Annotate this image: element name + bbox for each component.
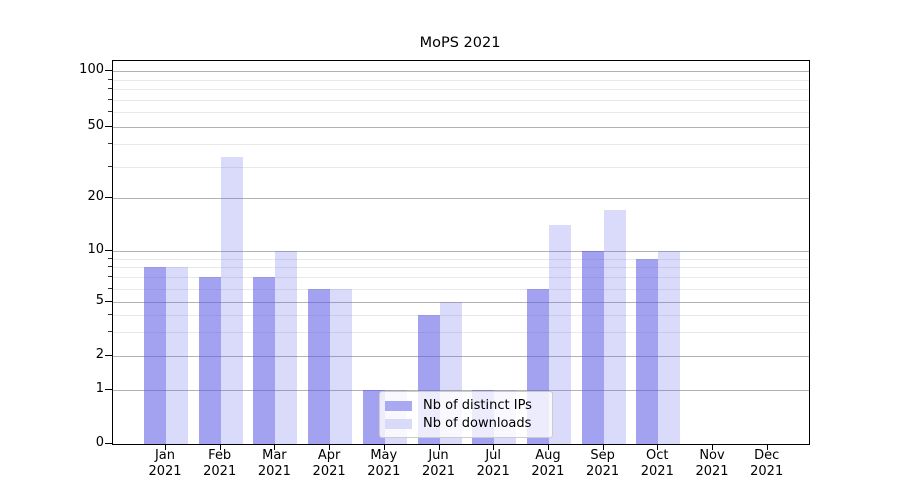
y-minor-tick-mark (108, 287, 112, 289)
legend-swatch-downloads (385, 418, 412, 429)
x-tick-mark (274, 444, 276, 450)
legend-label-distinct-ips: Nb of distinct IPs (423, 397, 532, 413)
y-minor-tick-mark (108, 314, 112, 316)
legend: Nb of distinct IPs Nb of downloads (379, 391, 553, 438)
chart-title: MoPS 2021 (419, 35, 501, 51)
bar-feb-downloads (220, 156, 243, 444)
y-tick-mark (105, 389, 112, 390)
x-tick-label: Jun 2021 (421, 448, 456, 479)
legend-item-downloads: Nb of downloads (385, 415, 546, 432)
gridline-minor (113, 166, 809, 168)
bar-mar-downloads (275, 251, 298, 444)
bar-apr-downloads (330, 288, 353, 444)
y-tick-label: 2 (95, 347, 104, 362)
gridline-major (113, 71, 809, 72)
gridline-major (113, 302, 809, 303)
legend-label-downloads: Nb of downloads (423, 415, 532, 431)
y-minor-tick-mark (108, 143, 112, 145)
gridline-major (113, 198, 809, 199)
y-tick-mark (105, 355, 112, 356)
x-tick-label: Jan 2021 (148, 448, 182, 479)
y-tick-label: 0 (95, 435, 104, 450)
legend-swatch-distinct-ips (385, 400, 412, 411)
x-tick-label: May 2021 (367, 448, 401, 479)
gridline-major (113, 356, 809, 357)
y-tick-label: 50 (87, 118, 104, 133)
gridline-major (113, 127, 809, 128)
bar-sep-downloads (603, 210, 626, 444)
y-tick-label: 1 (95, 381, 104, 396)
y-minor-tick-mark (108, 276, 112, 278)
x-tick-label: Nov 2021 (695, 448, 729, 479)
x-tick-mark (438, 444, 440, 450)
gridline-minor (113, 315, 809, 317)
gridline-minor (113, 277, 809, 279)
bar-feb-distinct-ips (198, 277, 221, 444)
x-tick-label: Aug 2021 (531, 448, 565, 479)
x-tick-label: Dec 2021 (750, 448, 784, 479)
y-tick-mark (105, 197, 112, 198)
gridline-minor (113, 89, 809, 91)
y-minor-tick-mark (108, 88, 112, 90)
y-tick-label: 5 (95, 293, 104, 308)
y-tick-mark (105, 126, 112, 127)
gridline-major (113, 251, 809, 252)
bar-oct-distinct-ips (636, 258, 659, 444)
gridline-minor (113, 288, 809, 290)
x-tick-label: Mar 2021 (257, 448, 291, 479)
y-minor-tick-mark (108, 78, 112, 80)
x-tick-label: Feb 2021 (203, 448, 237, 479)
x-tick-mark (766, 444, 768, 450)
gridline-minor (113, 112, 809, 114)
y-minor-tick-mark (108, 111, 112, 113)
y-tick-mark (105, 301, 112, 302)
bar-apr-distinct-ips (308, 288, 331, 444)
bar-jan-distinct-ips (144, 267, 166, 444)
gridline-minor (113, 267, 809, 269)
y-minor-tick-mark (108, 331, 112, 333)
y-tick-mark (105, 443, 112, 444)
y-minor-tick-mark (108, 98, 112, 100)
y-tick-mark (105, 250, 112, 251)
x-tick-mark (547, 444, 549, 450)
y-tick-label: 100 (79, 62, 104, 77)
x-tick-mark (712, 444, 713, 450)
gridline-major (113, 390, 809, 391)
x-tick-mark (165, 444, 166, 450)
gridline-minor (113, 79, 809, 81)
y-tick-mark (105, 70, 112, 71)
x-tick-mark (493, 444, 495, 450)
y-minor-tick-mark (108, 266, 112, 268)
gridline-minor (113, 332, 809, 334)
x-tick-label: Jul 2021 (476, 448, 510, 479)
y-minor-tick-mark (108, 165, 112, 167)
x-tick-label: Oct 2021 (640, 448, 674, 479)
bar-sep-distinct-ips (581, 251, 604, 444)
bar-oct-downloads (658, 251, 681, 444)
gridline-minor (113, 258, 809, 260)
bar-mar-distinct-ips (253, 277, 276, 444)
y-tick-label: 10 (87, 242, 104, 257)
x-tick-mark (219, 444, 221, 450)
bar-aug-downloads (548, 225, 571, 444)
plot-area: Nb of distinct IPs Nb of downloads (112, 60, 810, 445)
gridline-minor (113, 144, 809, 146)
legend-item-distinct-ips: Nb of distinct IPs (385, 397, 546, 414)
x-tick-mark (329, 444, 331, 450)
bar-jan-downloads (166, 267, 188, 444)
x-tick-label: Apr 2021 (312, 448, 346, 479)
gridline-minor (113, 99, 809, 101)
x-tick-mark (602, 444, 604, 450)
y-tick-label: 20 (87, 189, 104, 204)
x-tick-mark (657, 444, 659, 450)
y-minor-tick-mark (108, 257, 112, 259)
x-tick-mark (383, 444, 385, 450)
x-tick-label: Sep 2021 (586, 448, 620, 479)
